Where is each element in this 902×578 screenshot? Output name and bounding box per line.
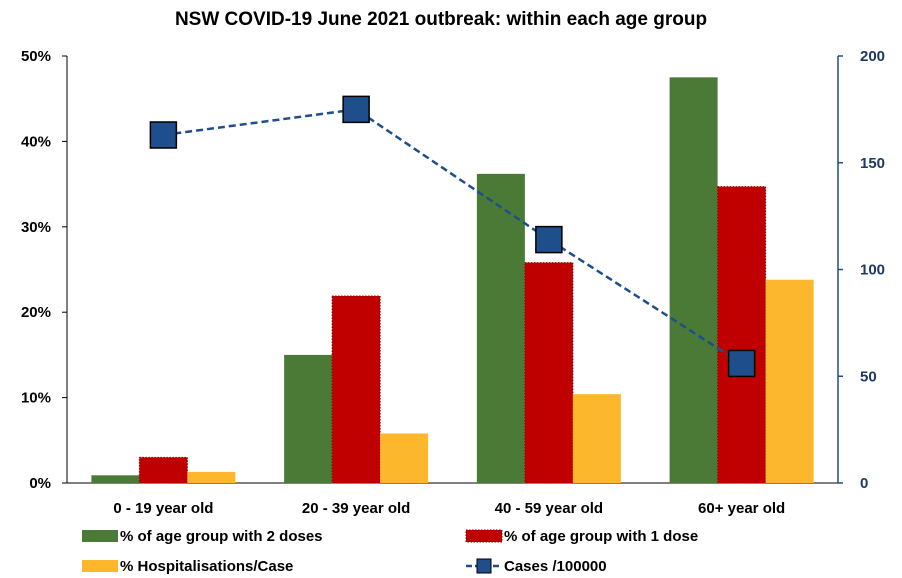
y-left-tick-label: 20% [21,304,51,321]
cases-marker-2 [342,95,370,124]
legend-label-3: % Hospitalisations/Case [120,558,293,575]
y-right-tick-label: 200 [860,48,885,65]
bar-1-2 [284,354,333,483]
legend-swatch-3 [82,560,118,572]
bar-2-1 [138,456,188,484]
y-left-tick-label: 10% [21,390,51,407]
x-tick-label: 0 - 19 year old [113,500,213,517]
legend-swatch-1 [82,530,118,542]
y-right-tick-label: 150 [860,155,885,172]
bar-3-1 [187,471,236,483]
chart-title: NSW COVID-19 June 2021 outbreak: within … [175,9,707,30]
cases-line [149,95,756,378]
x-tick-label: 20 - 39 year old [302,500,410,517]
bar-1-3 [476,173,525,484]
bar-1-1 [91,475,140,483]
cases-marker-4 [727,349,756,378]
bar-3-3 [572,394,621,483]
y-left-tick-label: 40% [21,133,51,150]
x-tick-labels: 0 - 19 year old 20 - 39 year old 40 - 59 y… [113,500,785,517]
bar-1-4 [669,77,718,483]
legend-label-1: % of age group with 2 doses [120,528,323,545]
cases-line-path [163,108,743,365]
legend-swatch-2 [465,529,503,543]
y-right-tick-label: 0 [860,475,868,492]
cases-marker-1 [149,121,178,149]
bar-3-4 [765,279,814,483]
x-tick-label: 40 - 59 year old [495,500,603,517]
x-tick-label: 60+ year old [698,500,785,517]
axes: 0% 10% 20% 30% 40% 50% 0 50 100 150 200 [21,48,885,492]
y-left-tick-label: 0% [29,475,51,492]
legend-label-2: % of age group with 1 dose [504,528,698,545]
y-right-tick-label: 50 [860,368,877,385]
bar-3-2 [380,433,429,483]
y-left-tick-label: 30% [21,219,51,236]
y-left-tick-label: 50% [21,48,51,65]
legend-label-4: Cases /100000 [504,558,607,575]
bar-2-4 [717,186,767,484]
cases-marker-3 [535,225,563,254]
bar-2-2 [331,295,381,484]
legend: % of age group with 2 doses % of age grou… [82,528,698,575]
legend-marker-4 [476,558,492,574]
y-right-tick-label: 100 [860,262,885,279]
bars [91,77,814,484]
bar-2-3 [524,262,574,484]
